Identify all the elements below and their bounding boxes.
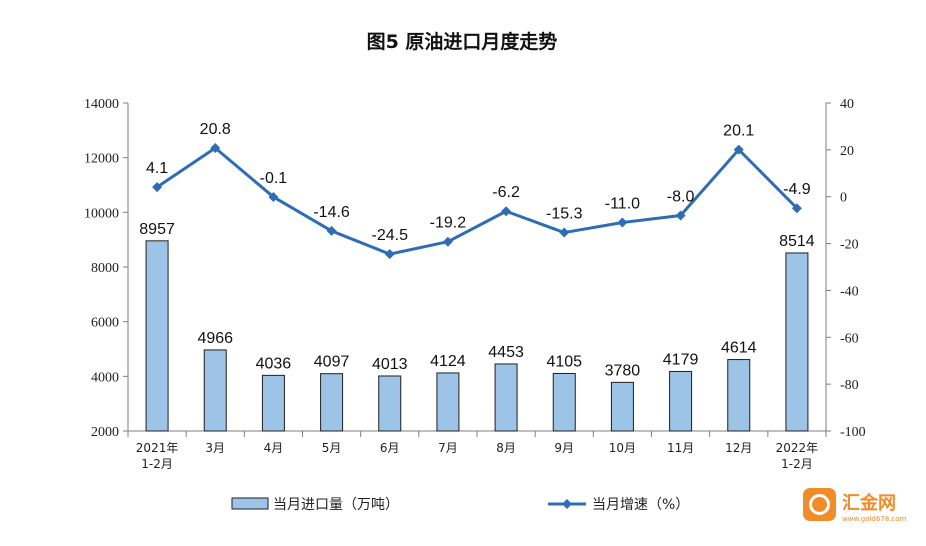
line-value-label: -15.3: [546, 206, 583, 223]
y-left-tick-label: 12000: [84, 152, 119, 167]
bar-value-label: 4097: [314, 354, 350, 371]
y-right-tick-label: -100: [840, 425, 866, 440]
chart-title: 图5 原油进口月度走势: [367, 30, 558, 53]
line-value-label: -24.5: [372, 227, 409, 244]
line-point: [791, 203, 802, 214]
bar: [727, 359, 751, 432]
bar-value-label: 4453: [488, 344, 524, 361]
x-tick-label: 5月: [322, 441, 342, 455]
x-tick-label: 2022年: [776, 441, 819, 455]
x-tick-label: 7月: [438, 441, 458, 455]
bar-value-label: 8514: [779, 233, 815, 250]
y-right-tick-label: -80: [840, 378, 859, 393]
y-right-tick-label: 0: [840, 191, 847, 206]
axes: 2000 4000 6000 8000 10000 12000 14000 40 20 0 -20 -…: [84, 97, 866, 471]
watermark: 汇金网 www.gold678.com: [803, 488, 907, 523]
bar-value-label: 4124: [430, 353, 466, 370]
y-right-tick-label: 20: [840, 144, 854, 159]
x-tick-label: 2021年: [136, 441, 179, 455]
bar: [145, 240, 169, 432]
line-value-label: 4.1: [146, 160, 168, 177]
line-point: [210, 142, 221, 153]
legend-line-marker: [562, 499, 572, 509]
bar-value-label: 4179: [663, 351, 699, 368]
bar-value-label: 4036: [256, 355, 292, 372]
x-tick-label: 10月: [609, 441, 636, 455]
legend-bar-swatch: [231, 497, 269, 510]
line-point: [152, 182, 163, 193]
x-tick-label: 12月: [725, 441, 752, 455]
bar-value-label: 4013: [372, 356, 408, 373]
bar: [203, 349, 227, 432]
bar-value-label: 4105: [546, 353, 582, 370]
line-series: [152, 142, 802, 260]
bar-value-label: 4966: [197, 330, 233, 347]
bar: [378, 375, 402, 432]
legend-line-label: 当月增速（%）: [592, 497, 689, 513]
legend: 当月进口量（万吨） 当月增速（%）: [231, 497, 689, 513]
line-point: [326, 225, 337, 236]
y-right-tick-label: -40: [840, 284, 859, 299]
line-value-label: -14.6: [313, 204, 350, 221]
x-tick-label: 6月: [380, 441, 400, 455]
bar-value-label: 3780: [605, 362, 641, 379]
line-point: [268, 191, 279, 202]
bar: [669, 370, 693, 432]
bar-series: [145, 240, 809, 432]
line-value-label: -11.0: [605, 195, 640, 212]
x-tick-label: 9月: [554, 441, 574, 455]
watermark-url: www.gold678.com: [842, 515, 907, 523]
data-labels: 8957 4966 4036 4097 4013 4124 4453 4105 3780 4179…: [139, 121, 815, 379]
growth-line: [156, 146, 798, 256]
line-value-label: -8.0: [667, 188, 695, 205]
x-tick-label: 4月: [264, 441, 284, 455]
y-left-tick-label: 2000: [91, 425, 119, 440]
y-right-tick-label: -20: [840, 238, 859, 253]
line-value-label: -19.2: [430, 215, 467, 232]
y-left-tick-label: 4000: [91, 370, 119, 385]
bar: [552, 372, 576, 432]
line-point: [617, 217, 628, 228]
bar: [494, 363, 518, 432]
bar: [610, 381, 634, 432]
line-point: [384, 249, 395, 260]
x-tick-label: 11月: [667, 441, 694, 455]
x-tick-label: 1-2月: [781, 457, 813, 471]
line-value-label: -4.9: [783, 181, 811, 198]
watermark-text: 汇金网: [842, 492, 896, 514]
bar: [785, 252, 809, 432]
line-point: [559, 227, 570, 238]
line-point: [733, 144, 744, 155]
y-left-tick-label: 8000: [91, 261, 119, 276]
x-tick-label: 3月: [205, 441, 225, 455]
bar-value-label: 4614: [721, 340, 757, 357]
line-value-label: 20.1: [723, 123, 754, 140]
y-right-tick-label: -60: [840, 331, 859, 346]
y-left-tick-label: 10000: [84, 206, 119, 221]
watermark-logo-icon: [803, 488, 836, 521]
bar: [436, 372, 460, 432]
y-left-tick-label: 14000: [84, 97, 119, 112]
watermark-logo-ring: [809, 494, 830, 515]
x-tick-label: 1-2月: [141, 457, 173, 471]
y-right-tick-label: 40: [840, 97, 854, 112]
legend-bar-label: 当月进口量（万吨）: [273, 497, 399, 513]
line-point: [442, 236, 453, 247]
line-point: [675, 210, 686, 221]
line-value-label: -0.1: [260, 170, 288, 187]
bar: [320, 373, 344, 432]
line-value-label: 20.8: [200, 121, 231, 138]
line-value-label: -6.2: [492, 184, 520, 201]
bar: [261, 374, 285, 432]
line-point: [501, 206, 512, 217]
y-left-tick-label: 6000: [91, 316, 119, 331]
x-tick-label: 8月: [496, 441, 516, 455]
bar-value-label: 8957: [139, 221, 175, 238]
